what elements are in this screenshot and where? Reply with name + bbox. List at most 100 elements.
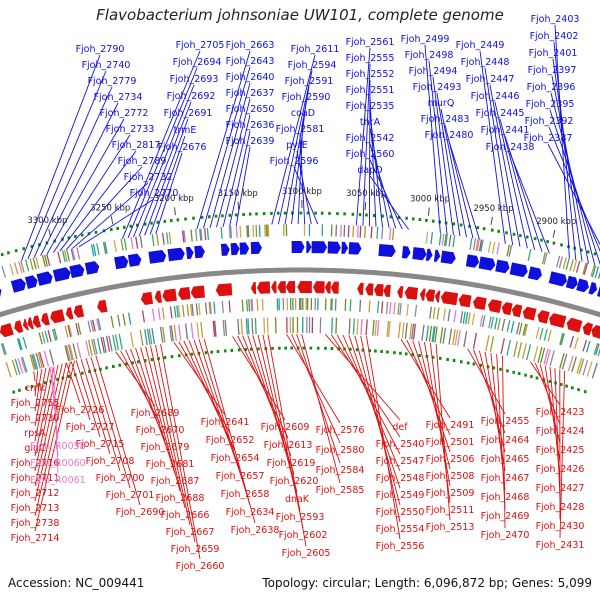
feature-mark — [43, 350, 50, 367]
reverse-gene — [256, 281, 271, 294]
feature-mark — [597, 271, 600, 279]
feature-mark — [96, 337, 102, 354]
gc-mark — [316, 346, 320, 350]
gc-mark — [355, 348, 359, 352]
feature-mark — [389, 227, 392, 240]
gc-mark — [270, 211, 273, 215]
gc-mark — [472, 362, 476, 366]
gc-mark — [223, 349, 227, 353]
gc-mark — [358, 213, 362, 217]
feature-mark — [441, 233, 445, 246]
gc-mark — [278, 346, 281, 350]
leader-line — [369, 143, 397, 229]
feature-mark — [476, 238, 480, 252]
reverse-gene-label: Fjoh_2708 — [86, 456, 135, 467]
reverse-gene — [419, 288, 426, 301]
feature-mark — [480, 239, 484, 252]
feature-mark — [444, 234, 448, 247]
feature-mark — [513, 341, 519, 358]
reverse-gene-label: glgC — [24, 443, 46, 454]
reverse-gene — [404, 286, 419, 300]
feature-mark — [159, 326, 164, 343]
leader-line — [40, 102, 119, 256]
gc-mark — [190, 352, 194, 356]
leader-line — [145, 346, 186, 509]
forward-gene — [194, 245, 205, 259]
reverse-gene-label: Fjoh_2690 — [116, 507, 165, 518]
reverse-gene-label: Fjoh_2585 — [316, 485, 365, 496]
forward-gene-label: Fjoh_2733 — [106, 124, 155, 135]
forward-gene — [465, 254, 480, 268]
feature-mark — [247, 225, 250, 238]
feature-mark — [539, 327, 544, 340]
gc-mark — [248, 212, 252, 216]
gc-mark — [7, 251, 10, 255]
scale-tick-mark — [174, 207, 176, 216]
feature-mark — [409, 323, 413, 340]
leader-line — [467, 348, 506, 415]
feature-mark — [397, 302, 400, 315]
feature-mark — [29, 258, 34, 271]
feature-mark — [251, 299, 254, 312]
gc-mark — [314, 211, 317, 215]
reverse-gene-label: Fjoh_2715 — [76, 439, 125, 450]
gc-mark — [397, 216, 401, 219]
feature-mark — [567, 355, 574, 372]
feature-mark — [539, 347, 546, 364]
feature-mark — [462, 311, 466, 324]
leader-line — [95, 355, 141, 506]
leader-line — [34, 362, 67, 502]
forward-gene — [401, 246, 411, 259]
feature-mark — [251, 318, 254, 335]
feature-mark — [510, 320, 515, 333]
feature-mark — [454, 329, 459, 346]
feature-mark — [190, 322, 194, 339]
gc-mark — [593, 252, 597, 256]
leader-line — [494, 101, 528, 249]
leader-line — [209, 82, 251, 228]
gc-mark — [404, 352, 408, 356]
feature-mark — [485, 335, 490, 352]
reverse-gene-label: Fjoh_2667 — [166, 527, 215, 538]
leader-line — [72, 182, 149, 249]
feature-mark — [488, 316, 492, 329]
feature-mark — [198, 303, 201, 316]
reverse-gene — [397, 286, 404, 299]
feature-mark — [263, 317, 266, 334]
reverse-gene-label: Fjoh_2425 — [536, 445, 585, 456]
gc-mark — [67, 375, 71, 378]
leader-line — [262, 334, 304, 529]
feature-mark — [220, 226, 223, 239]
reverse-gene — [32, 315, 42, 328]
forward-gene-label: Fjoh_2705 — [176, 40, 225, 51]
reverse-gene — [425, 289, 436, 302]
reverse-gene-label: Fjoh_2738 — [11, 518, 60, 529]
feature-mark — [228, 300, 231, 313]
leader-line — [34, 361, 71, 517]
forward-gene-label: Fjoh_2483 — [421, 114, 470, 125]
forward-gene-label: Fjoh_2498 — [405, 50, 454, 61]
feature-mark — [522, 323, 527, 336]
feature-mark — [29, 354, 36, 371]
gc-mark — [412, 217, 415, 221]
reverse-gene — [162, 288, 177, 302]
forward-gene — [478, 256, 496, 271]
leader-line — [229, 130, 251, 227]
scale-tick-label: 3250 kbp — [90, 203, 130, 213]
leader-line — [78, 198, 155, 248]
reverse-gene-label: Fjoh_2660 — [176, 561, 225, 572]
feature-mark — [490, 316, 495, 329]
feature-mark — [151, 234, 155, 247]
forward-gene-label: Fjoh_2395 — [526, 99, 575, 110]
gc-mark — [530, 375, 533, 379]
gc-mark — [512, 370, 515, 374]
feature-mark — [506, 339, 512, 356]
leader-line — [291, 102, 307, 225]
feature-mark — [547, 329, 552, 342]
forward-gene-label: Fjoh_2387 — [524, 133, 573, 144]
reverse-gene-label: Fjoh_2423 — [536, 407, 585, 418]
leader-line — [355, 47, 371, 226]
forward-gene-label: Fjoh_2560 — [346, 149, 395, 160]
reverse-gene-label: def — [392, 422, 408, 433]
gc-mark — [74, 235, 77, 238]
